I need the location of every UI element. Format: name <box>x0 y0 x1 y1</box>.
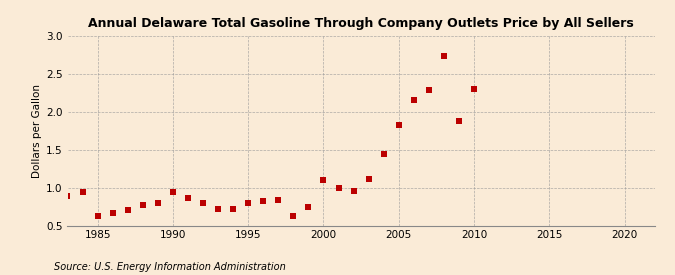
Point <box>213 207 223 211</box>
Point <box>92 213 103 218</box>
Point <box>303 204 314 209</box>
Point <box>62 194 73 198</box>
Point <box>243 200 254 205</box>
Point <box>107 210 118 215</box>
Title: Annual Delaware Total Gasoline Through Company Outlets Price by All Sellers: Annual Delaware Total Gasoline Through C… <box>88 17 634 31</box>
Point <box>318 178 329 182</box>
Point <box>348 189 359 194</box>
Point <box>273 197 284 202</box>
Text: Source: U.S. Energy Information Administration: Source: U.S. Energy Information Administ… <box>54 262 286 272</box>
Point <box>182 196 193 200</box>
Point <box>153 200 163 205</box>
Point <box>468 87 479 91</box>
Point <box>227 207 238 211</box>
Point <box>288 213 299 218</box>
Point <box>394 123 404 128</box>
Point <box>454 119 464 123</box>
Point <box>258 199 269 204</box>
Point <box>138 203 148 207</box>
Y-axis label: Dollars per Gallon: Dollars per Gallon <box>32 84 42 178</box>
Point <box>363 177 374 182</box>
Point <box>408 98 419 103</box>
Point <box>167 190 178 194</box>
Point <box>122 208 133 213</box>
Point <box>378 152 389 156</box>
Point <box>423 88 434 93</box>
Point <box>333 185 344 190</box>
Point <box>77 190 88 194</box>
Point <box>439 54 450 59</box>
Point <box>198 200 209 205</box>
